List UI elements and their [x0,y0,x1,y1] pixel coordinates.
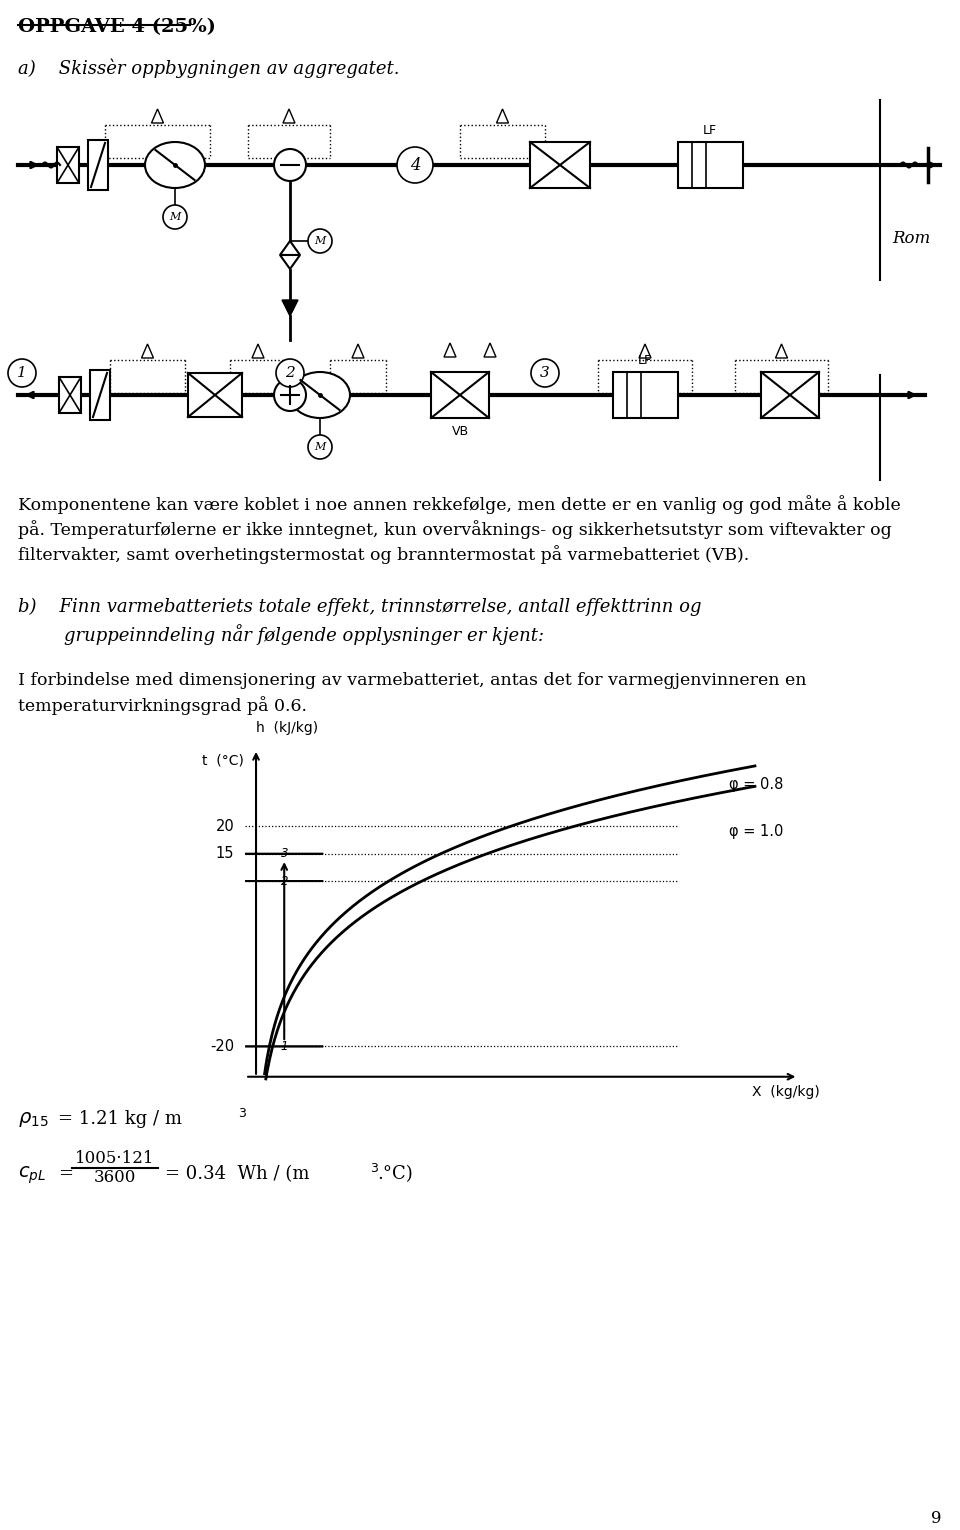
Text: φ = 1.0: φ = 1.0 [729,825,783,838]
Bar [88,141,108,190]
Text: LF: LF [638,353,652,367]
Text: 3600: 3600 [94,1169,136,1186]
Text: b)    Finn varmebatteriets totale effekt, trinnstørrelse, antall effekttrinn og: b) Finn varmebatteriets totale effekt, t… [18,598,702,617]
Text: 20: 20 [216,819,234,834]
Polygon shape [141,344,154,358]
Circle shape [274,379,306,412]
Text: 3: 3 [238,1108,246,1120]
Text: $\rho_{15}$: $\rho_{15}$ [18,1109,49,1129]
Polygon shape [280,242,300,256]
Ellipse shape [290,372,350,418]
Bar [188,373,242,418]
Text: M: M [314,236,325,246]
Text: -20: -20 [210,1039,234,1054]
Bar [612,372,678,418]
Bar [431,372,489,418]
Circle shape [276,360,304,387]
Text: Rom: Rom [892,230,930,246]
Text: =: = [58,1164,73,1183]
Text: Komponentene kan være koblet i noe annen rekkefølge, men dette er en vanlig og g: Komponentene kan være koblet i noe annen… [18,496,900,514]
Polygon shape [484,343,496,356]
Text: $c_{pL}$: $c_{pL}$ [18,1164,46,1186]
Text: M: M [314,442,325,451]
Polygon shape [282,300,298,317]
Text: t  (°C): t (°C) [202,753,244,767]
Polygon shape [776,344,787,358]
Text: gruppeinndeling når følgende opplysninger er kjent:: gruppeinndeling når følgende opplysninge… [18,624,544,646]
Polygon shape [496,109,509,122]
Polygon shape [152,109,163,122]
Text: VB: VB [451,425,468,438]
Polygon shape [252,344,264,358]
Text: 1: 1 [17,366,27,379]
Circle shape [8,360,36,387]
Text: a)    Skissèr oppbygningen av aggregatet.: a) Skissèr oppbygningen av aggregatet. [18,58,399,78]
Text: X  (kg/kg): X (kg/kg) [753,1085,820,1099]
Text: LF: LF [703,124,717,138]
Circle shape [308,230,332,252]
Text: M: M [169,213,180,222]
Bar [530,142,590,188]
Text: I forbindelse med dimensjonering av varmebatteriet, antas det for varmegjenvinne: I forbindelse med dimensjonering av varm… [18,672,806,688]
Polygon shape [639,344,651,358]
Text: = 1.21 kg / m: = 1.21 kg / m [58,1109,182,1128]
Text: temperaturvirkningsgrad på 0.6.: temperaturvirkningsgrad på 0.6. [18,696,307,715]
Text: φ = 0.8: φ = 0.8 [729,777,783,793]
Bar [761,372,819,418]
Text: 3: 3 [370,1161,378,1175]
Circle shape [531,360,559,387]
Bar [90,370,110,421]
Circle shape [274,148,306,181]
Circle shape [397,147,433,184]
Bar [678,142,742,188]
Polygon shape [283,109,295,122]
Ellipse shape [145,142,205,188]
Text: .°C): .°C) [377,1164,413,1183]
Polygon shape [444,343,456,356]
Polygon shape [280,256,300,269]
Text: = 0.34  Wh / (m: = 0.34 Wh / (m [165,1164,309,1183]
Text: 15: 15 [216,846,234,861]
Bar [57,147,79,184]
Text: 3: 3 [280,848,288,860]
Text: 2: 2 [280,875,288,887]
Circle shape [308,435,332,459]
Text: 3: 3 [540,366,550,379]
Bar [59,376,81,413]
Text: 4: 4 [410,156,420,173]
Text: h  (kJ/kg): h (kJ/kg) [256,721,318,736]
Text: filtervakter, samt overhetingstermostat og branntermostat på varmebatteriet (VB): filtervakter, samt overhetingstermostat … [18,545,749,565]
Text: på. Temperaturfølerne er ikke inntegnet, kun overvåknings- og sikkerhetsutstyr s: på. Temperaturfølerne er ikke inntegnet,… [18,520,892,539]
Text: OPPGAVE 4 (25%): OPPGAVE 4 (25%) [18,18,216,37]
Text: 2: 2 [285,366,295,379]
Text: 1: 1 [280,1040,288,1053]
Text: 9: 9 [931,1510,942,1527]
Polygon shape [352,344,364,358]
Circle shape [163,205,187,230]
Text: 1005·121: 1005·121 [75,1151,155,1167]
